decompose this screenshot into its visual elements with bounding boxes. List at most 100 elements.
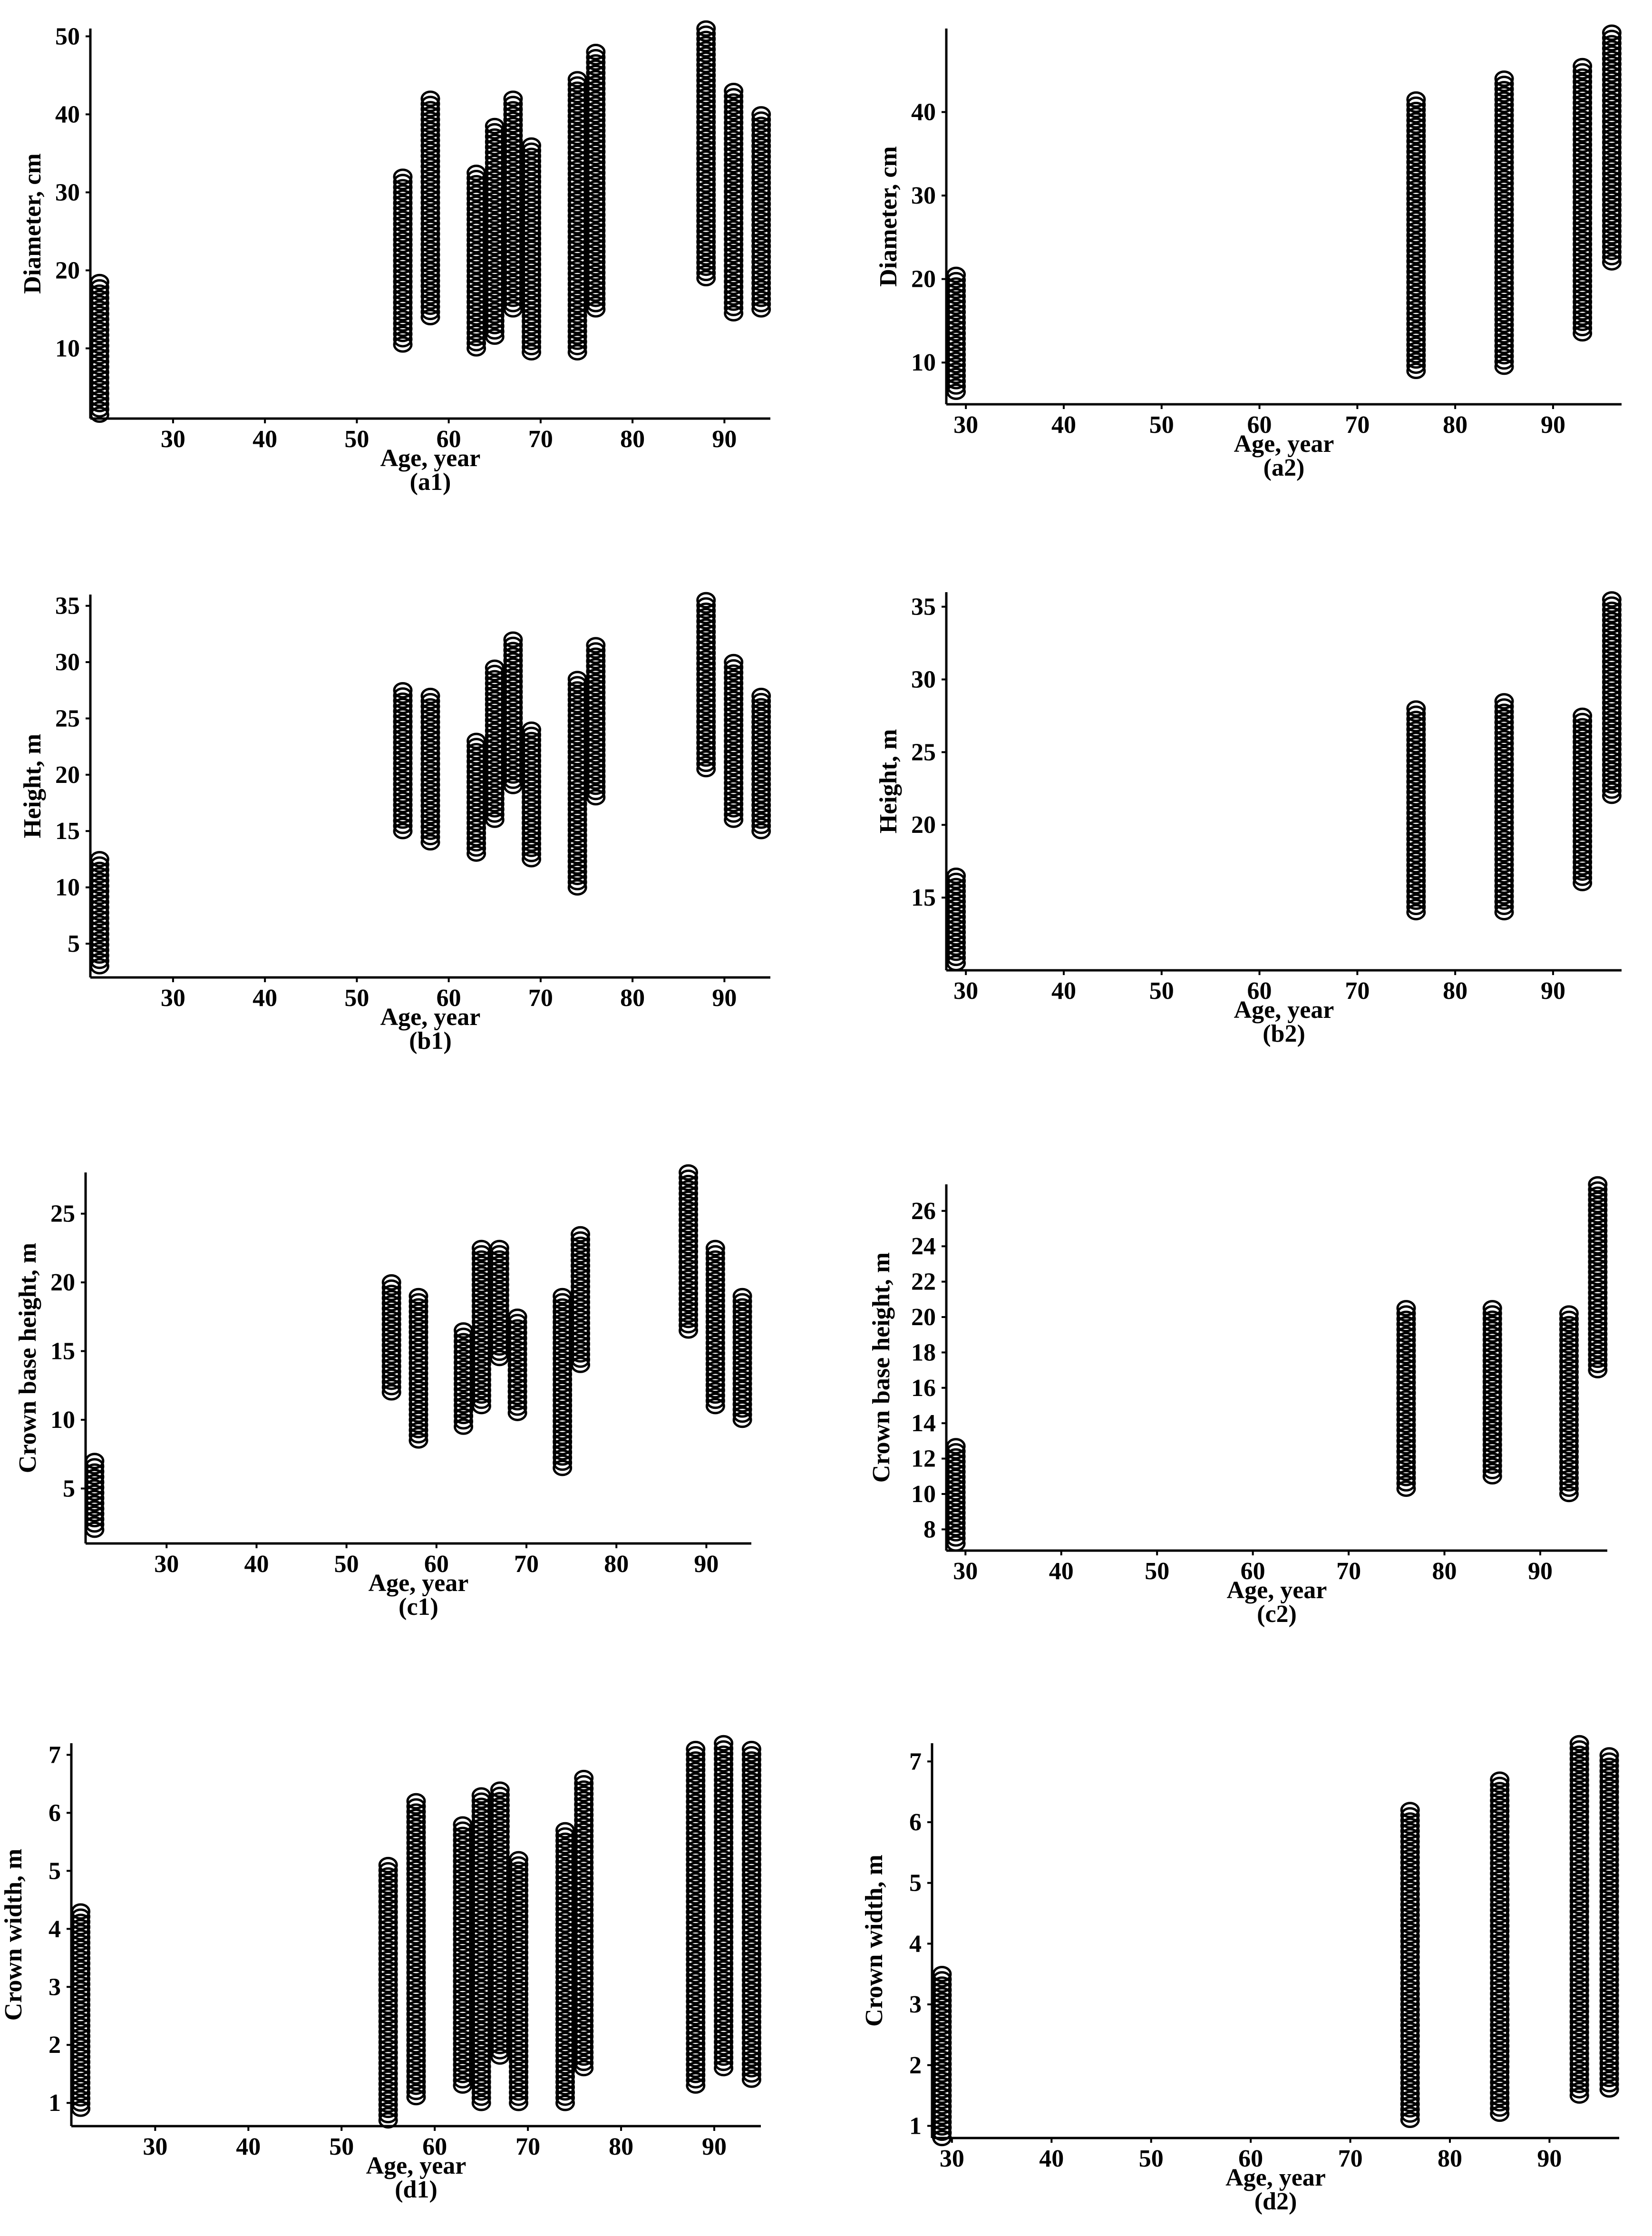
data-point [574, 2002, 594, 2019]
data-point [1494, 337, 1514, 354]
data-point [522, 209, 542, 226]
data-point [1406, 122, 1426, 139]
data-point [741, 1914, 761, 1931]
data-point [466, 319, 486, 336]
data-point [555, 2042, 575, 2059]
x-tick-label: 80 [1432, 1558, 1457, 1585]
data-point [1602, 217, 1622, 234]
data-point [741, 1809, 761, 1826]
data-point [509, 2027, 529, 2044]
data-point [1599, 1998, 1619, 2014]
data-point [1569, 1972, 1589, 1988]
data-point [679, 1238, 699, 1255]
data-point [485, 265, 505, 282]
data-point [555, 2000, 575, 2017]
data-point [1400, 1875, 1420, 1892]
data-point [1573, 215, 1593, 232]
data-point [1588, 1331, 1608, 1347]
data-point [1490, 2022, 1510, 2039]
data-point [932, 2098, 952, 2115]
data-point [679, 1275, 699, 1291]
data-point [555, 1822, 575, 1839]
data-point [1490, 2032, 1510, 2049]
data-point [1400, 1970, 1420, 1986]
data-point [586, 700, 606, 717]
data-point [946, 309, 966, 326]
data-point [686, 1977, 706, 1994]
data-point [522, 742, 542, 759]
data-point [1573, 231, 1593, 247]
data-point [1588, 1238, 1608, 1255]
data-point [1602, 24, 1622, 41]
y-tick-label: 50 [55, 23, 80, 50]
data-point [567, 249, 587, 266]
data-point [522, 251, 542, 268]
data-point [741, 1872, 761, 1889]
data-point [1573, 168, 1593, 185]
data-point [1490, 2053, 1510, 2070]
data-point [453, 1900, 473, 1916]
data-point [1400, 1938, 1420, 1955]
data-point [724, 225, 744, 242]
data-point [696, 41, 716, 58]
data-point [741, 1882, 761, 1899]
data-point [724, 252, 744, 269]
data-point [732, 1288, 752, 1305]
data-point [1490, 1933, 1510, 1950]
data-point [89, 894, 109, 910]
data-point [571, 1357, 591, 1373]
data-point [696, 119, 716, 136]
data-point [696, 703, 716, 720]
data-point [1573, 822, 1593, 839]
data-point [1573, 707, 1593, 724]
data-point [1396, 1379, 1416, 1396]
data-point [741, 1740, 761, 1758]
data-point [696, 202, 716, 219]
data-point [1482, 1384, 1502, 1401]
data-point [489, 1260, 509, 1278]
data-point [1588, 1269, 1608, 1286]
data-point [1494, 730, 1514, 747]
data-point [393, 687, 413, 704]
data-point [471, 2053, 491, 2070]
data-point [679, 1201, 699, 1218]
data-point [1406, 96, 1426, 113]
data-point [1406, 310, 1426, 327]
data-point [1602, 123, 1622, 140]
data-point [586, 731, 606, 748]
data-point [571, 1294, 591, 1310]
data-point [485, 743, 505, 760]
data-point [714, 1918, 734, 1935]
data-point [555, 1858, 575, 1875]
data-point [586, 736, 606, 753]
data-point [1569, 1998, 1589, 2014]
x-tick-label: 90 [694, 1551, 719, 1578]
data-point [696, 166, 716, 183]
data-point [522, 137, 542, 154]
data-point [522, 840, 542, 857]
data-point [1406, 768, 1426, 785]
data-point [489, 1281, 509, 1299]
data-point [586, 138, 606, 155]
data-point [567, 754, 587, 771]
data-point [686, 2056, 706, 2073]
data-point [574, 1943, 594, 1961]
data-point [1490, 1787, 1510, 1804]
data-point [406, 2063, 426, 2080]
data-point [741, 1861, 761, 1878]
data-point [1482, 1316, 1502, 1332]
data-point [89, 374, 109, 391]
data-point [503, 185, 523, 202]
data-point [522, 194, 542, 211]
data-point [1602, 710, 1622, 727]
data-point [567, 707, 587, 724]
data-point [1400, 2011, 1420, 2029]
data-point [1569, 1982, 1589, 1999]
data-point [686, 1767, 706, 1784]
data-point [1573, 309, 1593, 326]
data-point [567, 733, 587, 750]
data-point [1400, 1870, 1420, 1887]
data-point [1494, 740, 1514, 757]
data-point [574, 2023, 594, 2040]
data-point [1602, 71, 1622, 88]
